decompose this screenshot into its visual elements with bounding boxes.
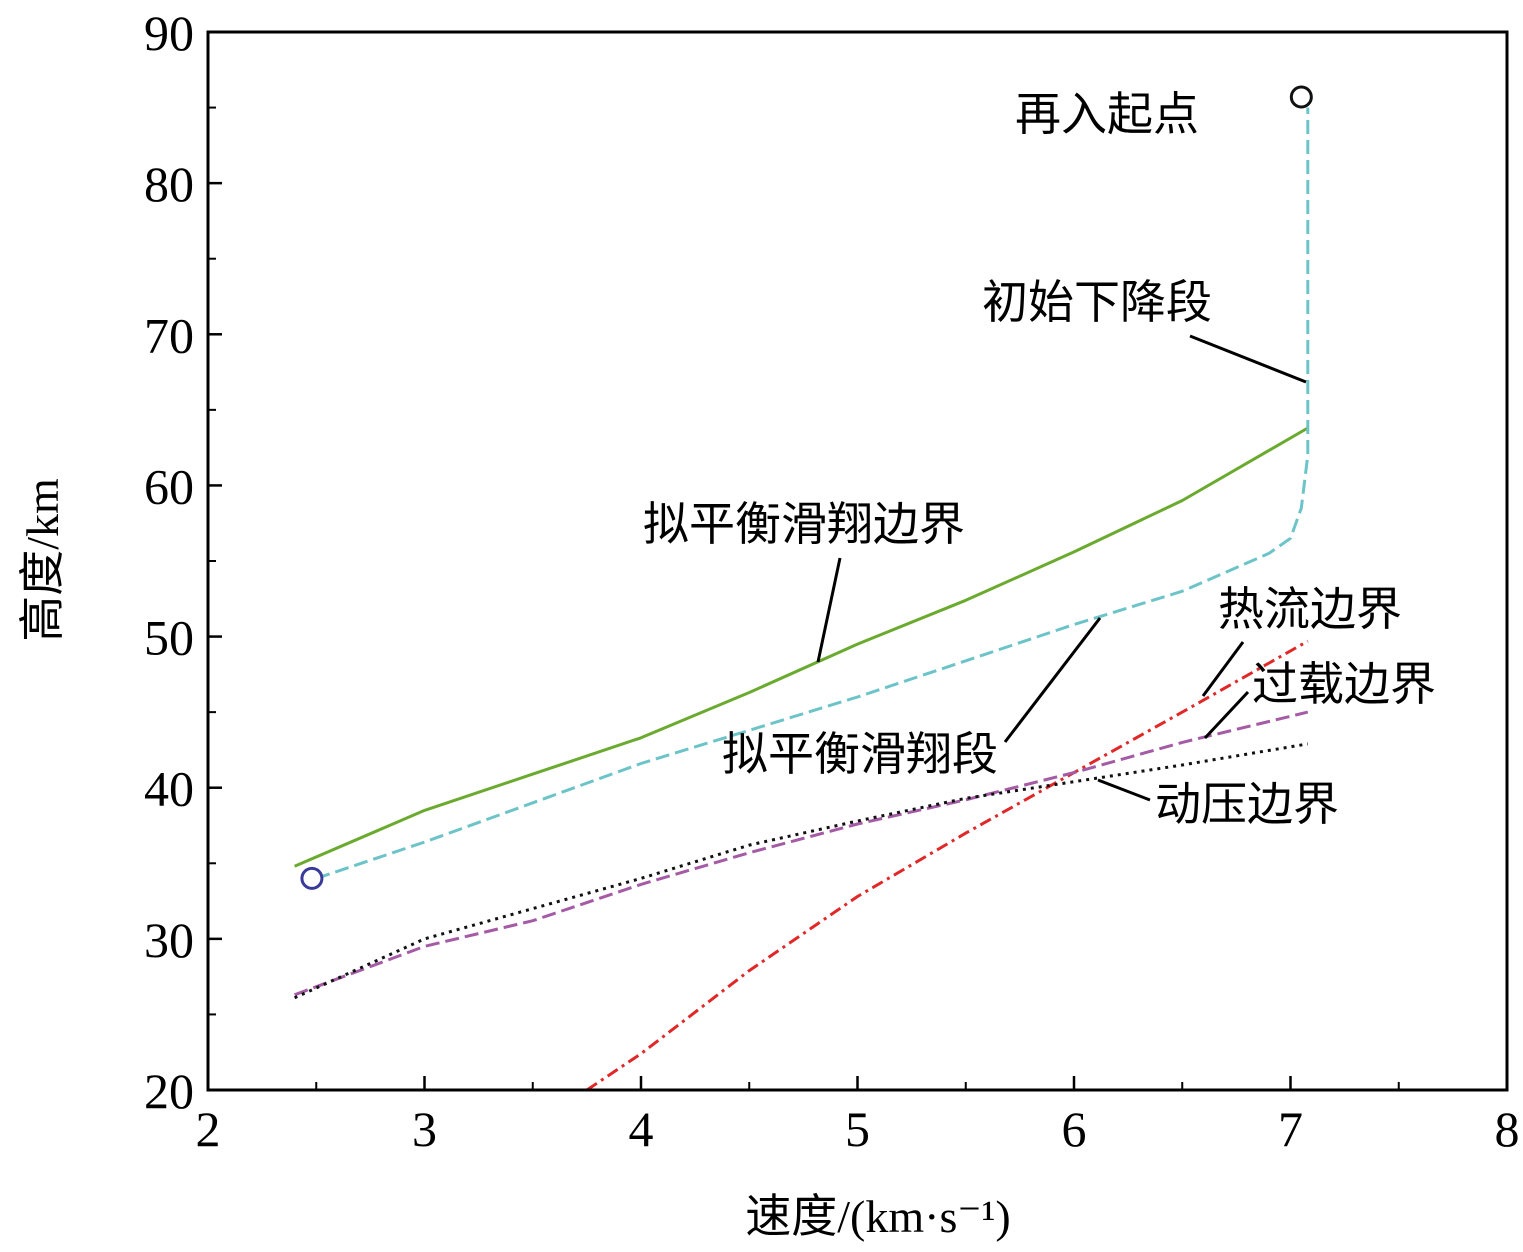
x-axis-title: 速度/(km·s⁻¹) bbox=[745, 1191, 1011, 1242]
endpoint-marker-0 bbox=[1289, 85, 1313, 109]
y-tick-label: 50 bbox=[144, 610, 194, 666]
x-tick-label: 2 bbox=[196, 1101, 221, 1157]
y-tick-label: 70 bbox=[144, 307, 194, 363]
tick-layer: 2 3 4 5 6 7 8 20 30 40 50 60 70 80 90 bbox=[144, 5, 1520, 1157]
x-tick-label: 7 bbox=[1278, 1101, 1303, 1157]
annotation-leader-line bbox=[1189, 334, 1307, 384]
annotation-qeg-boundary: 拟平衡滑翔边界 bbox=[643, 499, 965, 550]
series-layer bbox=[293, 107, 1310, 1092]
y-tick-label: 80 bbox=[144, 156, 194, 212]
plot-frame bbox=[206, 30, 1509, 1092]
annotation-overload-boundary: 过载边界 bbox=[1252, 659, 1436, 710]
series-line-4 bbox=[293, 742, 1309, 1000]
y-tick-label: 30 bbox=[144, 912, 194, 968]
y-axis-title: 高度/km bbox=[17, 478, 68, 642]
y-tick-label: 20 bbox=[144, 1063, 194, 1119]
series-line-2 bbox=[586, 639, 1309, 1092]
annotation-heat-flux-boundary: 热流边界 bbox=[1218, 584, 1402, 635]
annotation-leader-line bbox=[1201, 641, 1245, 697]
x-tick-label: 4 bbox=[629, 1101, 654, 1157]
endpoint-marker-1 bbox=[300, 866, 324, 890]
series-line-0 bbox=[294, 426, 1309, 868]
y-tick-label: 90 bbox=[144, 5, 194, 61]
annotation-initial-descent: 初始下降段 bbox=[982, 277, 1212, 328]
y-tick-label: 60 bbox=[144, 458, 194, 514]
series-line-3 bbox=[294, 710, 1309, 997]
x-tick-label: 3 bbox=[412, 1101, 437, 1157]
x-tick-label: 8 bbox=[1495, 1101, 1520, 1157]
annotation-leader-line bbox=[1203, 690, 1250, 740]
annotation-leader-line bbox=[1003, 617, 1102, 743]
y-tick-label: 40 bbox=[144, 761, 194, 817]
x-tick-label: 5 bbox=[845, 1101, 870, 1157]
x-tick-label: 6 bbox=[1062, 1101, 1087, 1157]
annotation-reentry-start: 再入起点 bbox=[1015, 89, 1199, 140]
marker-layer bbox=[300, 85, 1313, 890]
annotation-dynamic-pressure-boundary: 动压边界 bbox=[1155, 779, 1339, 830]
leader-layer bbox=[816, 334, 1307, 802]
annotation-leader-line bbox=[816, 557, 842, 663]
annotation-leader-line bbox=[1097, 778, 1151, 802]
series-line-1 bbox=[315, 107, 1310, 880]
annotation-qeg-segment: 拟平衡滑翔段 bbox=[722, 729, 998, 780]
